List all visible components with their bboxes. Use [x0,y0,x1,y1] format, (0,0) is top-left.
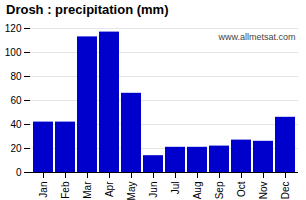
svg-text:Dec: Dec [280,182,291,200]
html-text:Drosh : precipitation (mm): Drosh : precipitation (mm) [6,2,169,17]
svg-text:May: May [126,182,137,200]
svg-text:Jan: Jan [38,182,49,198]
svg-text:100: 100 [5,47,22,58]
svg-text:Jun: Jun [148,182,159,198]
svg-text:Oct: Oct [236,181,247,197]
svg-text:Mar: Mar [82,181,93,199]
svg-text:60: 60 [10,95,22,106]
svg-text:40: 40 [10,119,22,130]
svg-text:www.allmetsat.com: www.allmetsat.com [217,32,295,42]
svg-text:Feb: Feb [60,181,71,199]
svg-text:Apr: Apr [104,181,115,197]
svg-text:Nov: Nov [258,182,269,200]
svg-text:20: 20 [10,143,22,154]
svg-text:0: 0 [16,167,22,178]
svg-text:Aug: Aug [192,182,203,200]
svg-text:80: 80 [10,71,22,82]
svg-text:Sep: Sep [214,181,225,199]
svg-text:120: 120 [5,23,22,34]
svg-text:Jul: Jul [170,182,181,195]
